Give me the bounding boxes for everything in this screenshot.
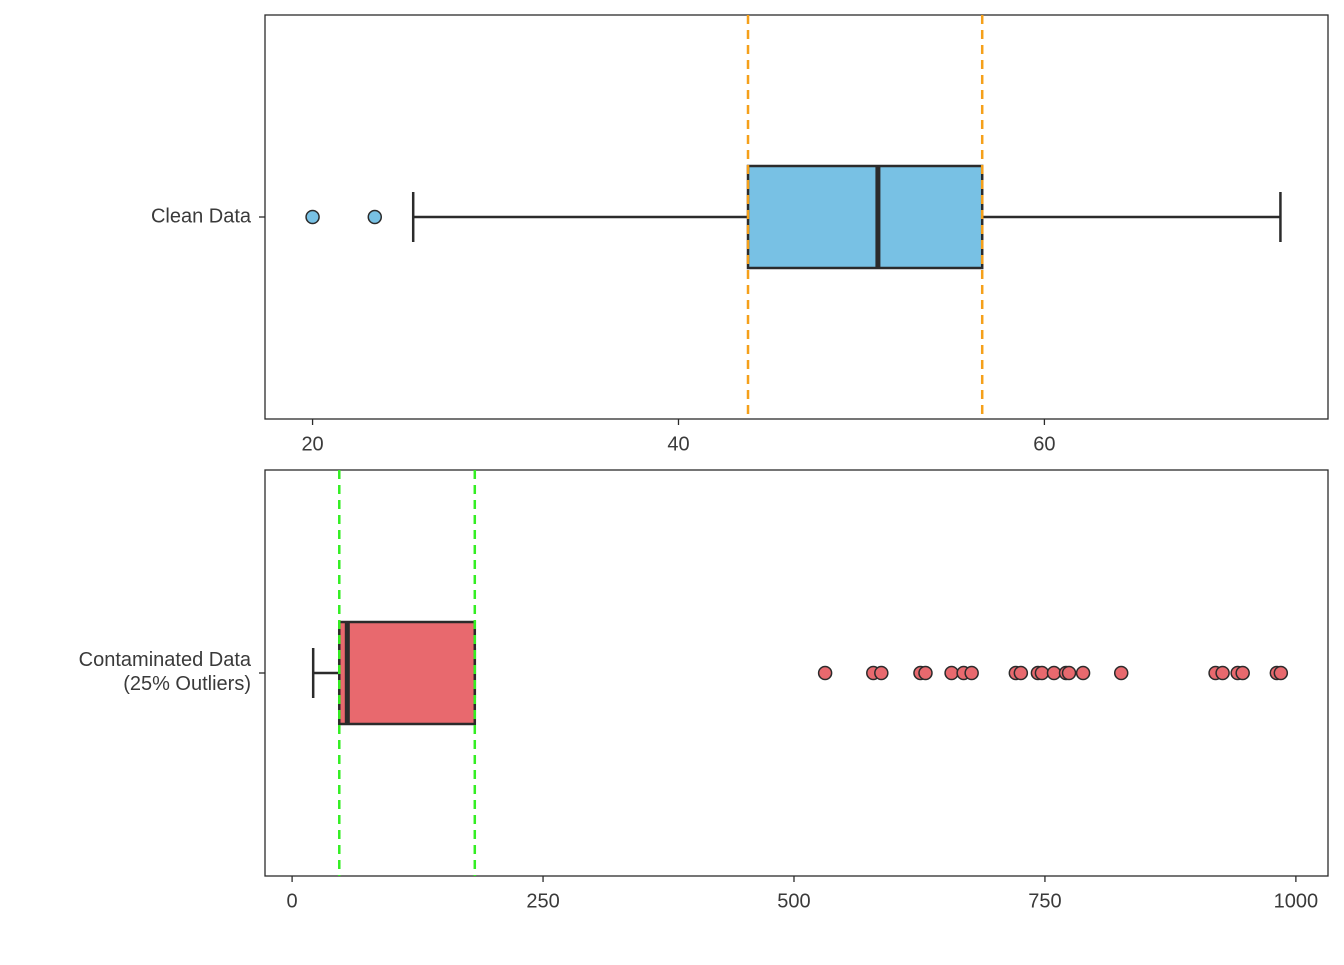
outlier <box>1034 665 1050 681</box>
outlier <box>305 209 320 225</box>
outlier <box>1273 665 1289 681</box>
x-tick-label: 1000 <box>1274 890 1319 912</box>
x-tick-label: 0 <box>287 890 298 912</box>
y-tick-label: Clean Data <box>151 205 252 227</box>
outlier <box>1235 665 1250 681</box>
x-tick-label: 20 <box>301 433 323 455</box>
x-tick-label: 750 <box>1028 890 1061 912</box>
x-tick-label: 500 <box>777 890 810 912</box>
outlier <box>964 665 979 681</box>
outlier <box>1215 665 1230 681</box>
outlier <box>367 209 383 225</box>
box <box>338 620 477 726</box>
outlier <box>817 665 833 681</box>
outlier <box>1075 665 1091 681</box>
outlier <box>1061 665 1077 681</box>
outlier <box>1013 665 1029 681</box>
x-tick-label: 250 <box>526 890 559 912</box>
outlier <box>918 665 933 681</box>
box <box>746 164 984 270</box>
outlier <box>1046 665 1062 681</box>
x-tick-label: 60 <box>1033 433 1055 455</box>
x-tick-label: 40 <box>667 433 689 455</box>
outlier <box>944 665 959 681</box>
y-tick-label: Contaminated Data (25% Outliers) <box>79 649 252 695</box>
outlier <box>874 665 889 681</box>
outlier <box>1113 665 1129 681</box>
